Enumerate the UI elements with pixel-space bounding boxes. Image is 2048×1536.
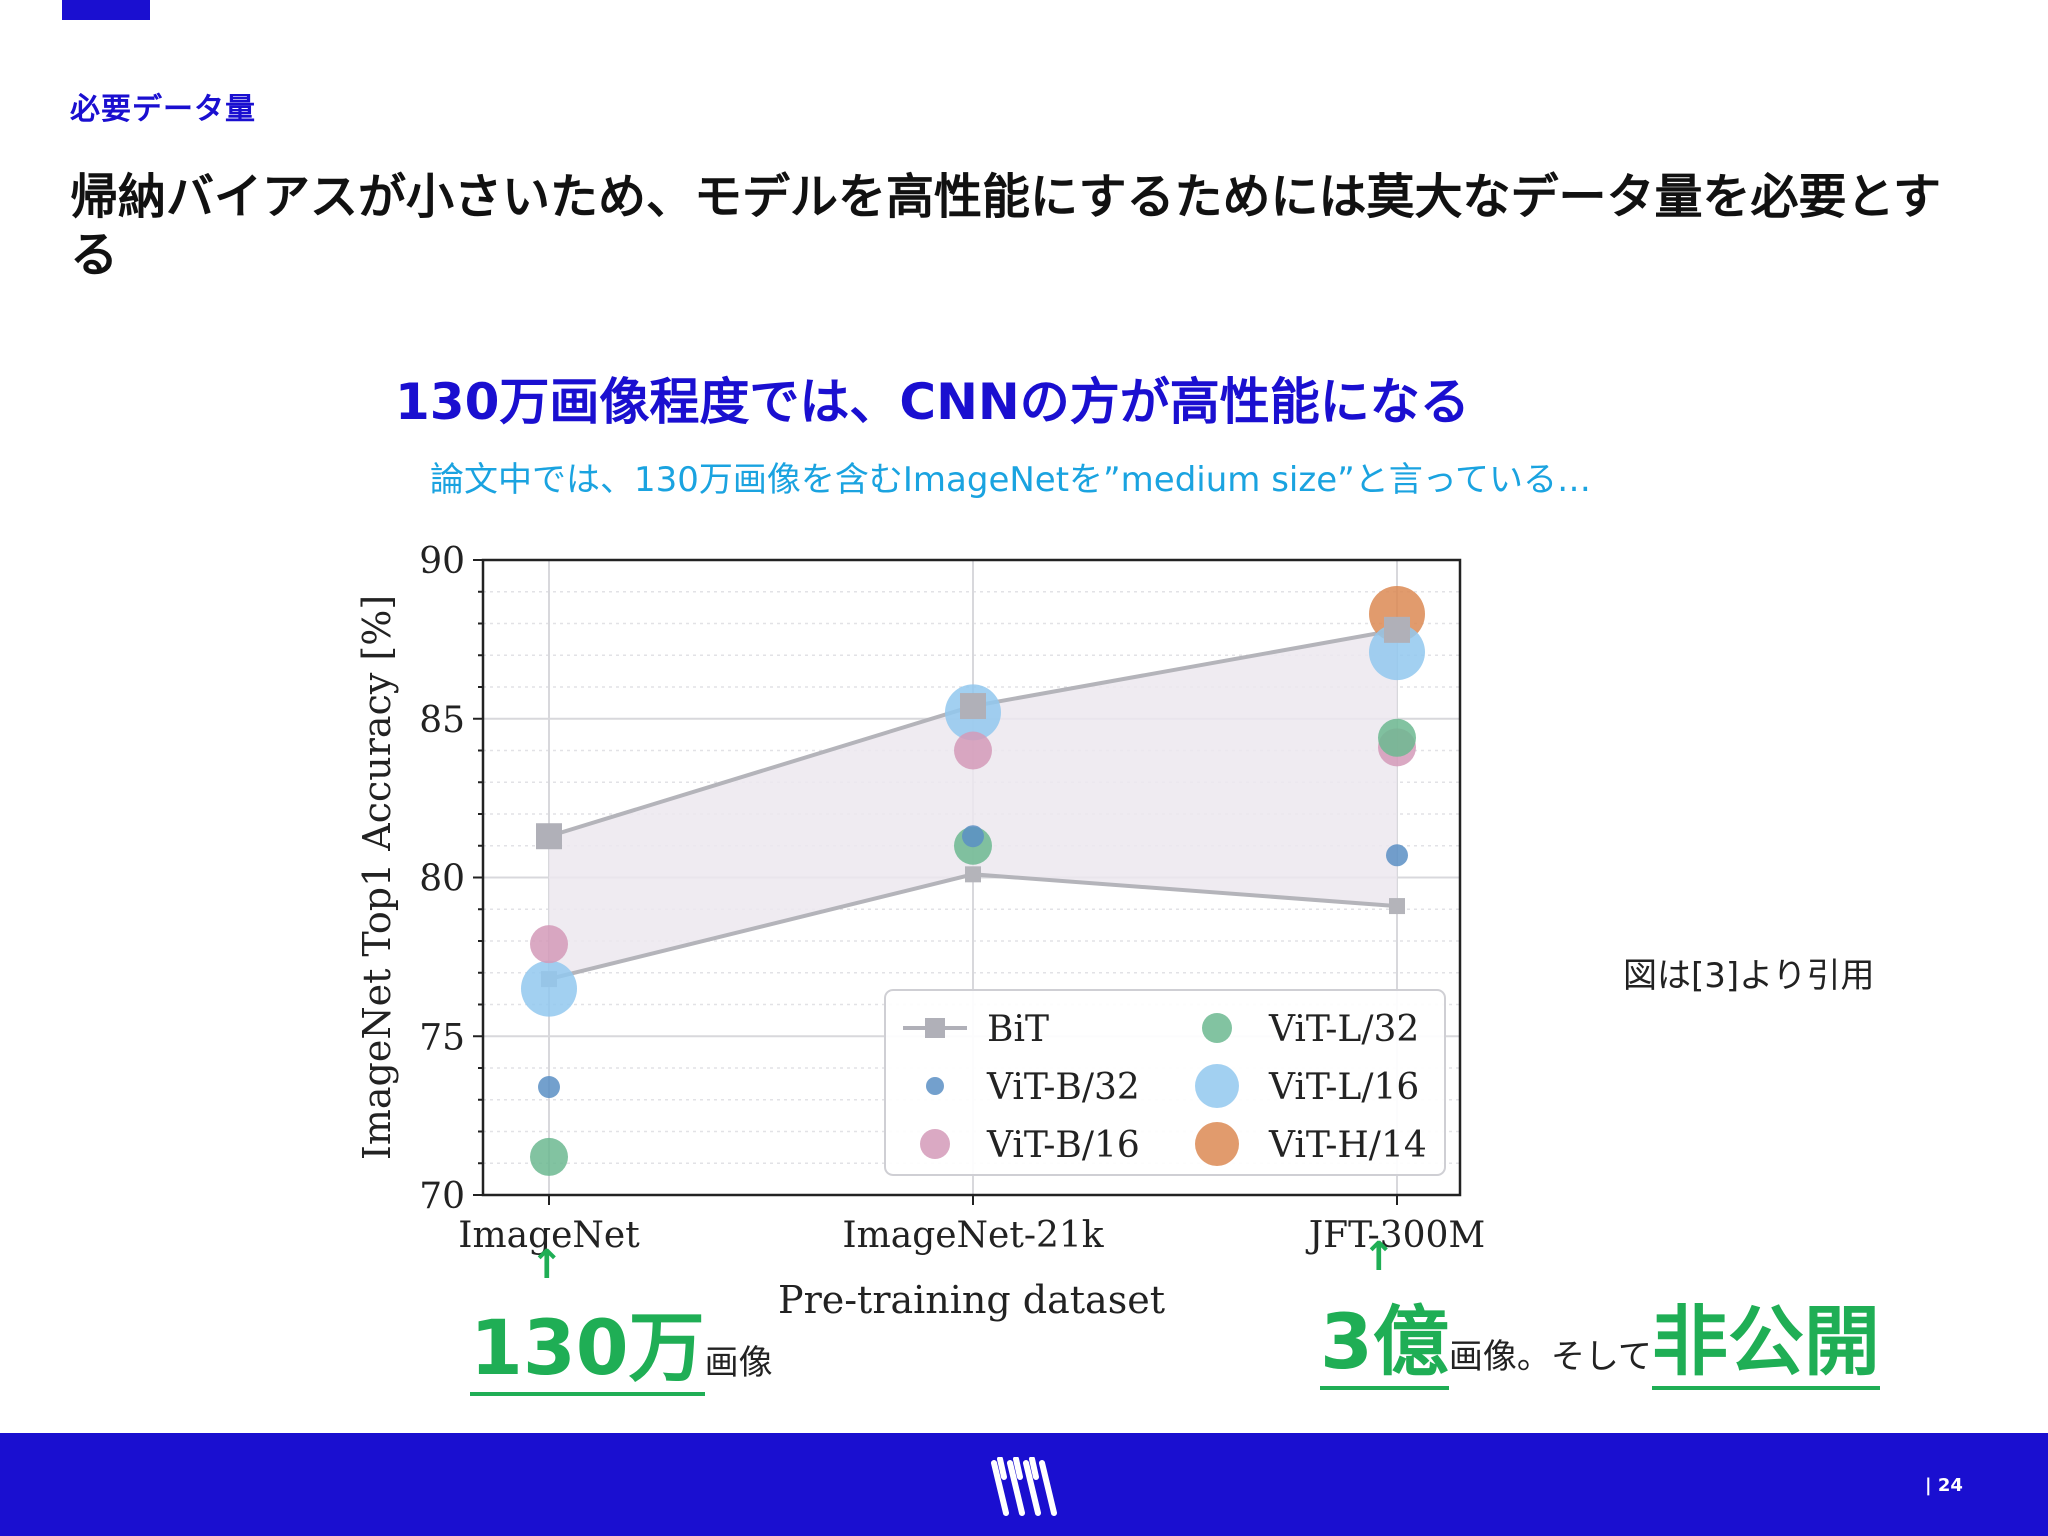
top-accent-tab bbox=[62, 0, 150, 20]
legend-label: BiT bbox=[987, 1009, 1049, 1050]
x-tick-label: ImageNet-21k bbox=[842, 1215, 1104, 1256]
vit-b-16-mark bbox=[954, 731, 992, 770]
chart-ticks: 70 75 80 85 90 ImageNet ImageNet-21k JFT-300M bbox=[419, 541, 1485, 1256]
callout-jft-private: 非公開 bbox=[1651, 1297, 1880, 1390]
callout-jft-unit: 画像。そして bbox=[1448, 1337, 1652, 1377]
vit-b-32-mark bbox=[538, 1076, 560, 1099]
y-tick-label: 70 bbox=[419, 1176, 465, 1217]
y-tick-label: 75 bbox=[419, 1017, 465, 1058]
page-number: | 24 bbox=[1925, 1475, 1963, 1496]
citation-text: 図は[3]より引用 bbox=[1623, 956, 1875, 996]
legend-marker-vit-h-14 bbox=[1195, 1122, 1239, 1166]
arrow-up-icon: ↑ bbox=[530, 1242, 564, 1288]
vit-l-32-mark bbox=[530, 1137, 568, 1176]
vit-b-16-mark bbox=[530, 925, 568, 964]
y-tick-label: 90 bbox=[419, 541, 465, 582]
company-logo-icon bbox=[991, 1457, 1057, 1516]
legend-label: ViT-L/16 bbox=[1268, 1067, 1419, 1108]
chart-legend: BiT ViT-B/32 ViT-B/16 ViT-L/32 ViT-L/16 ViT-H… bbox=[884, 989, 1446, 1176]
legend-label: ViT-L/32 bbox=[1268, 1009, 1419, 1050]
bit-band-area bbox=[549, 629, 1397, 980]
bit-mark bbox=[960, 693, 986, 720]
note-text: 論文中では、130万画像を含むImageNetを”medium size”と言っ… bbox=[430, 460, 1592, 500]
x-axis-label: Pre-training dataset bbox=[778, 1278, 1165, 1322]
legend-marker-bit bbox=[925, 1018, 945, 1038]
callout-jft-count: 3億 bbox=[1320, 1297, 1449, 1390]
x-tick-label: ImageNet bbox=[458, 1215, 640, 1256]
y-tick-label: 80 bbox=[419, 859, 465, 900]
y-tick-label: 85 bbox=[419, 700, 465, 741]
legend-marker-vit-l-32 bbox=[1202, 1013, 1232, 1043]
bit-mark bbox=[1384, 616, 1410, 643]
footer-bar: | 24 bbox=[0, 1433, 2048, 1536]
callout-imagenet: 130万画像 bbox=[470, 1303, 773, 1396]
legend-marker-vit-l-16 bbox=[1195, 1064, 1239, 1108]
section-label: 必要データ量 bbox=[70, 92, 256, 127]
vit-l-16-mark bbox=[1369, 624, 1425, 681]
bit-lower-mark bbox=[1389, 898, 1405, 915]
legend-label: ViT-B/16 bbox=[986, 1125, 1140, 1166]
chart-marks bbox=[521, 585, 1425, 1176]
legend-label: ViT-B/32 bbox=[986, 1067, 1140, 1108]
accuracy-chart: 70 75 80 85 90 ImageNet ImageNet-21k JFT-300M P… bbox=[355, 541, 1485, 1322]
x-tick-label: JFT-300M bbox=[1305, 1215, 1486, 1256]
callout-jft: 3億画像。そして非公開 bbox=[1320, 1297, 1880, 1390]
callout-imagenet-count: 130万 bbox=[470, 1303, 705, 1396]
vit-l-16-mark bbox=[521, 960, 577, 1017]
arrow-up-icon: ↑ bbox=[1362, 1234, 1396, 1280]
y-axis-label: ImageNet Top1 Accuracy [%] bbox=[355, 595, 399, 1160]
vit-l-32-mark bbox=[1378, 718, 1416, 757]
legend-marker-vit-b-16 bbox=[920, 1129, 950, 1159]
vit-b-32-mark bbox=[1386, 844, 1408, 867]
bit-mark bbox=[536, 823, 562, 850]
legend-box bbox=[884, 989, 1446, 1176]
main-heading: 帰納バイアスが小さいため、モデルを高性能にするためには莫大なデータ量を必要とする bbox=[70, 169, 1942, 283]
legend-label: ViT-H/14 bbox=[1268, 1125, 1427, 1166]
bit-lower-mark bbox=[965, 866, 981, 883]
callout-imagenet-unit: 画像 bbox=[704, 1343, 773, 1383]
vit-b-32-mark bbox=[962, 825, 984, 848]
sub-heading: 130万画像程度では、CNNの方が高性能になる bbox=[395, 373, 1470, 431]
legend-marker-vit-b-32 bbox=[926, 1077, 944, 1095]
